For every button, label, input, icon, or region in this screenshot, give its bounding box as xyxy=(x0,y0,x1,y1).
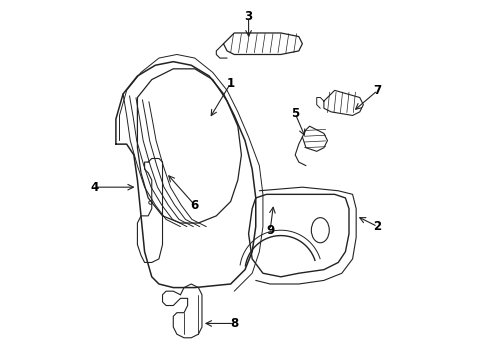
Text: 3: 3 xyxy=(245,10,253,23)
Text: 1: 1 xyxy=(226,77,235,90)
Text: 7: 7 xyxy=(373,84,382,97)
Text: 5: 5 xyxy=(291,107,299,120)
Text: 9: 9 xyxy=(266,224,274,237)
Text: 2: 2 xyxy=(373,220,382,233)
Text: 6: 6 xyxy=(191,199,199,212)
Text: 4: 4 xyxy=(90,181,98,194)
Text: 8: 8 xyxy=(230,317,238,330)
